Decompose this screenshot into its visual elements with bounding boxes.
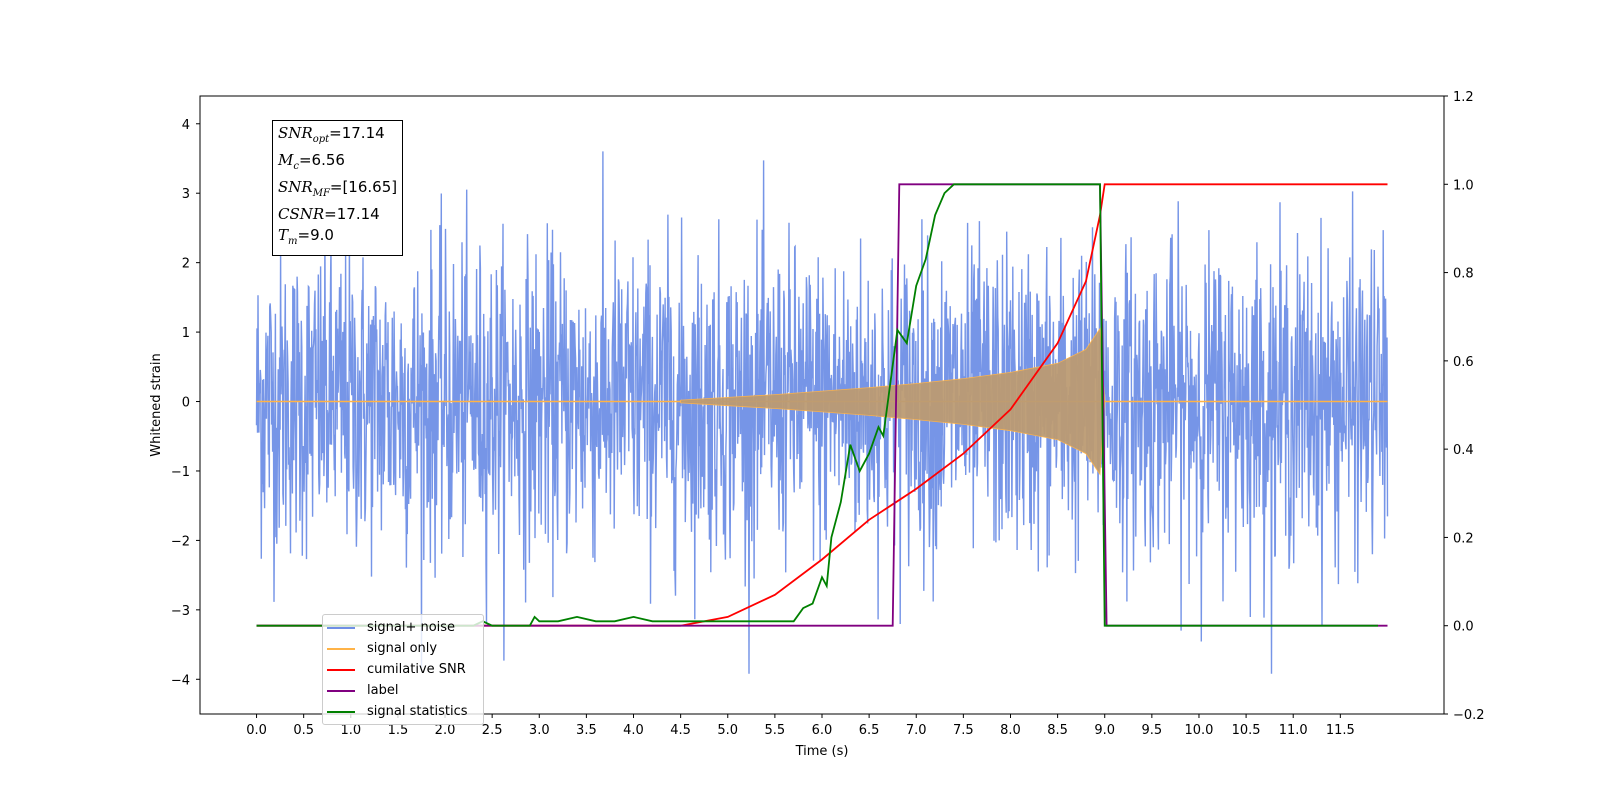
x-tick-label: 1.5 [388,723,409,738]
legend-item: signal+ noise [327,617,479,638]
x-tick-label: 1.0 [340,723,361,738]
y-left-tick-label: 2 [182,257,190,272]
signal-statistics-line [256,183,1378,627]
x-tick-label: 3.5 [576,723,597,738]
x-tick-label: 9.0 [1094,723,1115,738]
x-tick-label: 9.5 [1142,723,1163,738]
legend-label: signal statistics [367,704,468,719]
y-right-tick-label: 1.0 [1453,178,1474,193]
info-csnr: CSNR=17.14 [278,205,380,223]
y-left-tick-label: 3 [182,187,190,202]
legend-item: cumilative SNR [327,659,479,680]
y-right-tick-label: 0.0 [1453,620,1474,635]
info-mc: Mc=6.56 [278,151,345,172]
y-left-tick-label: −1 [171,465,190,480]
y-right-tick-label: 0.2 [1453,531,1474,546]
info-tm: Tm=9.0 [278,226,334,247]
x-tick-label: 3.0 [529,723,550,738]
x-tick-label: 0.5 [293,723,314,738]
x-tick-label: 5.5 [765,723,786,738]
legend-swatch-label [327,689,355,692]
info-snr-mf: SNRMF=[16.65] [278,178,398,199]
x-tick-label: 5.0 [717,723,738,738]
y-left-tick-label: 4 [182,118,190,133]
legend-label: signal only [367,641,438,656]
x-tick-label: 2.5 [482,723,503,738]
x-tick-label: 10.0 [1184,723,1213,738]
y-right-tick-label: 0.4 [1453,443,1474,458]
y-right-tick-label: −0.2 [1453,708,1485,723]
y-right-tick-label: 0.8 [1453,267,1474,282]
legend-label: signal+ noise [367,620,456,635]
legend-label: label [367,683,399,698]
x-tick-label: 4.5 [670,723,691,738]
info-snr-opt: SNRopt=17.14 [278,124,385,145]
x-axis-label: Time (s) [795,744,849,759]
y-right-tick-label: 1.2 [1453,90,1474,105]
info-snr-opt-value: =17.14 [329,124,385,142]
x-tick-label: 7.5 [953,723,974,738]
y-left-tick-label: 0 [182,396,190,411]
legend-swatch-signal-only [327,647,355,650]
x-tick-label: 8.0 [1000,723,1021,738]
y-left-tick-label: −3 [171,604,190,619]
legend-item: signal statistics [327,701,479,722]
y-left-tick-label: −4 [171,673,190,688]
x-tick-label: 11.0 [1279,723,1308,738]
info-csnr-value: =17.14 [324,205,380,223]
info-mc-value: =6.56 [298,151,345,169]
legend-item: label [327,680,479,701]
cumilative-snr-line [256,183,1388,627]
x-tick-label: 0.0 [246,723,267,738]
info-box: SNRopt=17.14 Mc=6.56 SNRMF=[16.65] CSNR=… [272,120,404,256]
signal-noise-series [255,151,1389,674]
x-tick-label: 2.0 [435,723,456,738]
y-left-tick-label: −2 [171,534,190,549]
x-tick-label: 8.5 [1047,723,1068,738]
y-left-tick-label: 1 [182,326,190,341]
legend-item: signal only [327,638,479,659]
legend-label: cumilative SNR [367,662,466,677]
x-tick-label: 7.0 [906,723,927,738]
x-tick-label: 11.5 [1326,723,1355,738]
x-tick-label: 4.0 [623,723,644,738]
info-snr-mf-value: =[16.65] [329,178,398,196]
legend: signal+ noise signal only cumilative SNR… [322,614,484,725]
y-axis-label: Whitened strain [149,353,164,456]
signal-noise-line [255,151,1389,674]
x-tick-label: 6.0 [812,723,833,738]
x-tick-label: 10.5 [1232,723,1261,738]
info-tm-value: =9.0 [297,226,334,244]
y-right-tick-label: 0.6 [1453,355,1474,370]
legend-swatch-signal-noise [327,626,355,629]
legend-swatch-signal-statistics [327,710,355,713]
x-tick-label: 6.5 [859,723,880,738]
legend-swatch-cumilative-snr [327,668,355,671]
